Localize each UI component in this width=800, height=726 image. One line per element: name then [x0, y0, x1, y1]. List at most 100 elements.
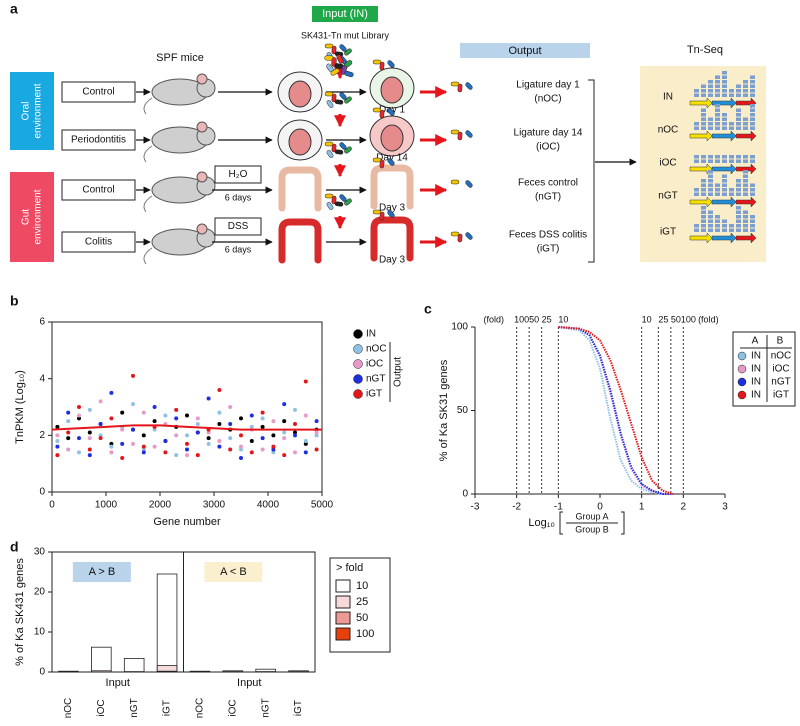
legend-label: 50: [356, 612, 368, 624]
read-icon: [722, 192, 727, 196]
point: [249, 450, 254, 455]
bacterium: [331, 143, 337, 153]
point: [206, 396, 211, 401]
point: [314, 447, 319, 452]
legend-label: IN: [751, 351, 761, 362]
bacterium: [324, 141, 334, 147]
read-icon: [715, 117, 720, 121]
point: [163, 450, 168, 455]
group-x-label: Input: [237, 677, 261, 689]
point: [314, 430, 319, 435]
colon-icon: [278, 166, 322, 212]
point: [109, 450, 114, 455]
read-icon: [736, 210, 741, 214]
point: [66, 447, 71, 452]
y-tick-label: 0: [39, 487, 45, 498]
read-icon: [708, 224, 713, 228]
x-tick-label: nGT: [129, 698, 140, 717]
point: [314, 419, 319, 424]
point: [87, 407, 92, 412]
point: [131, 402, 135, 407]
legend-title: > fold: [336, 562, 363, 574]
bacterium: [344, 146, 352, 154]
point: [141, 450, 146, 455]
read-icon: [708, 228, 713, 232]
bacterium: [450, 231, 460, 237]
read-icon: [694, 89, 699, 93]
bacterium: [326, 150, 334, 158]
bacterium: [457, 131, 463, 141]
read-icon: [743, 155, 748, 159]
point: [120, 441, 125, 446]
read-icon: [750, 75, 755, 79]
read-icon: [715, 183, 720, 187]
read-icon: [708, 122, 713, 126]
bacterium: [450, 129, 460, 135]
read-icon: [722, 174, 727, 178]
read-icon: [701, 219, 706, 223]
y-tick-label: 4: [39, 373, 45, 384]
bacterium: [339, 142, 347, 150]
gene-arrow: [735, 196, 757, 208]
read-icon: [750, 159, 755, 163]
read-icon: [701, 155, 706, 159]
read-icon: [736, 113, 741, 117]
read-icon: [743, 89, 748, 93]
read-icon: [701, 210, 706, 214]
point: [174, 416, 179, 421]
read-icon: [750, 108, 755, 112]
x-tick-label: 2: [681, 502, 687, 513]
fold-unit: (fold): [698, 314, 719, 324]
fold-label: 25: [658, 314, 668, 324]
read-icon: [701, 84, 706, 88]
panel-label: b: [10, 293, 19, 309]
point: [152, 405, 157, 409]
x-tick-label: nOC: [63, 698, 74, 719]
bacterium: [331, 195, 337, 205]
panel-label: c: [424, 301, 432, 317]
bacterium: [331, 93, 337, 103]
legend-group-label: Output: [393, 357, 404, 387]
bracket: [559, 511, 625, 535]
x-tick-label: 3: [722, 502, 728, 513]
point: [185, 447, 189, 452]
read-icon: [750, 126, 755, 130]
read-icon: [750, 117, 755, 121]
gene-arrow: [711, 130, 737, 142]
bar: [156, 670, 178, 673]
point: [55, 444, 60, 449]
read-icon: [736, 159, 741, 163]
read-icon: [736, 179, 741, 183]
point: [77, 436, 81, 441]
read-icon: [736, 117, 741, 121]
point: [77, 405, 81, 409]
point: [163, 439, 168, 443]
point: [239, 416, 243, 421]
point: [249, 424, 254, 429]
environment-label: environment: [33, 189, 44, 244]
x-tick-label: 2000: [149, 500, 172, 511]
legend-dot: [737, 390, 747, 400]
read-icon: [715, 188, 720, 192]
point: [217, 439, 222, 443]
colon-icon: [278, 218, 322, 264]
duration-label: 6 days: [225, 244, 252, 254]
point: [260, 410, 265, 415]
group-label: A < B: [220, 566, 247, 578]
point: [152, 444, 157, 449]
read-icon: [694, 192, 699, 196]
read-icon: [694, 159, 699, 163]
bacterium: [334, 149, 344, 155]
point: [87, 430, 92, 435]
axes: [474, 327, 725, 495]
mouse-tail: [143, 247, 153, 265]
condition-box: [61, 129, 136, 151]
read-icon: [743, 84, 748, 88]
point: [293, 407, 297, 412]
output-code: (iGT): [537, 244, 560, 255]
mouth-inner: [380, 76, 404, 104]
read-icon: [729, 155, 734, 159]
legend-label: nGT: [771, 377, 790, 388]
bar: [91, 646, 112, 673]
y-axis-label: % of Ka SK431 genes: [14, 558, 26, 666]
